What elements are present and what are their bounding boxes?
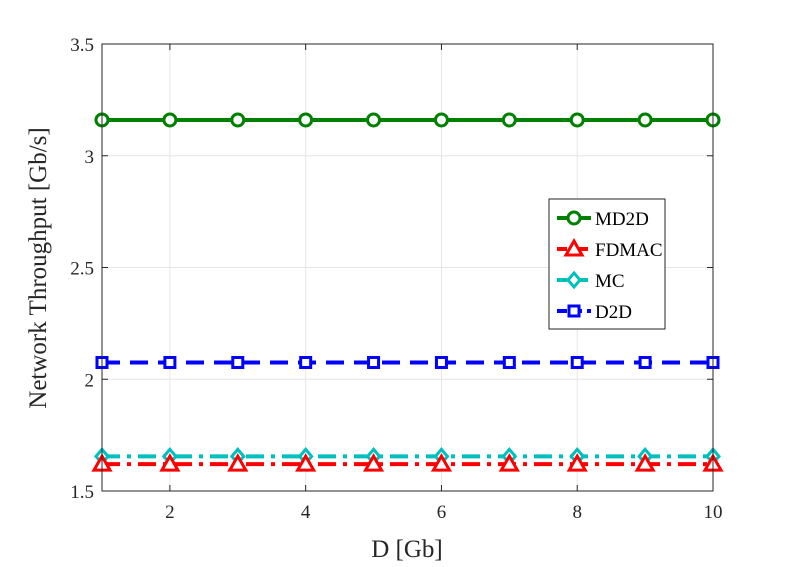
data-point-md2d bbox=[230, 112, 246, 128]
legend-label: MD2D bbox=[595, 209, 649, 230]
y-axis-title: Network Throughput [Gb/s] bbox=[25, 127, 52, 408]
x-tick-label: 4 bbox=[301, 502, 311, 523]
data-point-d2d bbox=[367, 355, 381, 369]
data-point-d2d bbox=[299, 355, 313, 369]
y-tick-label: 3.5 bbox=[70, 35, 94, 56]
legend-marker bbox=[566, 210, 582, 226]
data-point-fdmac bbox=[634, 453, 656, 472]
y-tick-label: 2 bbox=[85, 370, 95, 391]
data-point-md2d bbox=[569, 112, 585, 128]
x-tick-label: 2 bbox=[165, 502, 175, 523]
data-point-md2d bbox=[366, 112, 382, 128]
y-tick-label: 1.5 bbox=[70, 482, 94, 503]
legend-item-fdmac: FDMAC bbox=[557, 237, 663, 261]
data-point-fdmac bbox=[430, 453, 453, 472]
legend-label: MC bbox=[595, 271, 625, 292]
data-point-md2d bbox=[501, 112, 517, 128]
ticks: 2 4 6 8 10 1.5 2 2.5 3 3.5 bbox=[70, 35, 722, 523]
data-point-md2d bbox=[162, 112, 178, 128]
data-point-d2d bbox=[231, 355, 245, 369]
data-point-fdmac bbox=[566, 453, 588, 472]
legend-item-d2d: D2D bbox=[557, 302, 632, 323]
data-point-md2d bbox=[298, 112, 314, 128]
legend: MD2D FDMAC MC D2D bbox=[548, 198, 666, 330]
legend-label: D2D bbox=[595, 302, 632, 323]
legend-item-md2d: MD2D bbox=[557, 209, 649, 230]
x-tick-label: 8 bbox=[572, 502, 582, 523]
series-fdmac bbox=[91, 453, 724, 472]
data-point-md2d bbox=[637, 112, 653, 128]
x-axis-title: D [Gb] bbox=[371, 536, 443, 563]
data-point-d2d bbox=[570, 355, 584, 369]
data-point-md2d bbox=[433, 112, 449, 128]
legend-marker bbox=[567, 304, 581, 318]
legend-item-mc: MC bbox=[557, 270, 625, 292]
legend-marker bbox=[563, 237, 585, 257]
data-point-fdmac bbox=[295, 453, 317, 472]
data-point-d2d bbox=[638, 355, 652, 369]
data-point-d2d bbox=[163, 355, 177, 369]
series-md2d bbox=[94, 112, 721, 128]
data-point-d2d bbox=[502, 355, 516, 369]
data-point-fdmac bbox=[159, 453, 181, 472]
y-tick-label: 3 bbox=[85, 147, 95, 168]
x-tick-label: 6 bbox=[437, 502, 447, 523]
y-tick-label: 2.5 bbox=[70, 259, 94, 280]
x-tick-label: 10 bbox=[704, 502, 723, 523]
series-d2d bbox=[95, 355, 720, 369]
legend-label: FDMAC bbox=[595, 240, 663, 261]
data-point-d2d bbox=[434, 355, 448, 369]
series-mc bbox=[94, 447, 721, 466]
data-point-fdmac bbox=[498, 453, 520, 472]
data-point-fdmac bbox=[362, 453, 385, 472]
legend-marker bbox=[566, 270, 582, 290]
data-point-fdmac bbox=[227, 453, 249, 472]
